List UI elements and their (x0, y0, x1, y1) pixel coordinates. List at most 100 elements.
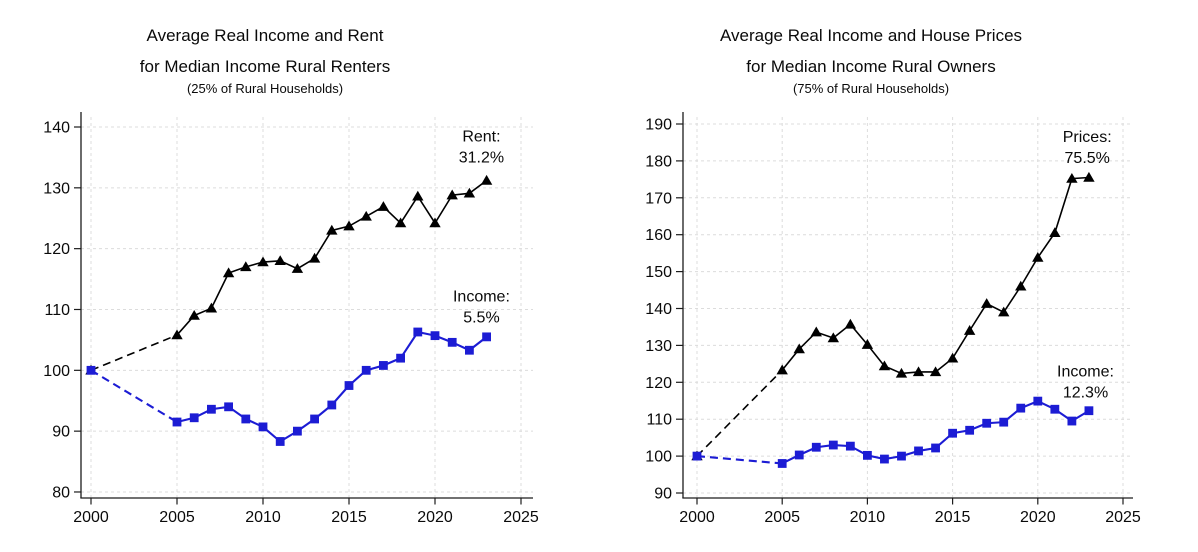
data-point-square (275, 437, 285, 446)
data-point-square (845, 441, 855, 451)
data-point-square (777, 459, 787, 468)
data-point-square (189, 413, 199, 423)
data-point-triangle (240, 261, 252, 272)
data-point-triangle (343, 220, 355, 231)
data-point-triangle (946, 352, 959, 363)
y-tick-label: 180 (645, 153, 672, 170)
x-tick-label: 2000 (679, 509, 715, 526)
data-point-triangle (257, 256, 269, 267)
data-point-square (86, 365, 96, 375)
data-point-triangle (1049, 227, 1061, 238)
data-point-triangle (1032, 251, 1044, 262)
data-point-square (863, 450, 872, 460)
data-point-triangle (463, 187, 476, 198)
data-point-triangle (912, 366, 925, 377)
data-point-square (999, 417, 1009, 427)
data-point-square (241, 414, 251, 424)
data-point-square (447, 337, 457, 347)
data-point-triangle (291, 263, 304, 273)
data-point-triangle (1083, 171, 1095, 182)
data-point-triangle (429, 217, 441, 228)
data-point-square (310, 414, 319, 424)
gridlines (81, 114, 533, 498)
data-point-triangle (394, 217, 407, 228)
y-tick-label: 100 (645, 449, 672, 466)
data-point-square (293, 426, 302, 436)
gridlines (683, 114, 1133, 498)
data-point-triangle (895, 367, 908, 378)
data-point-square (794, 450, 804, 460)
data-point-square (948, 428, 957, 438)
x-tick-label: 2005 (764, 509, 800, 526)
y-tick-label: 80 (52, 484, 70, 501)
line-chart-owners: 90 100 110 120 130 140 150 160 170 180 190 2000 2005… (645, 112, 1141, 526)
data-point-triangle (878, 360, 891, 371)
data-point-square (379, 361, 388, 370)
data-point-square (982, 418, 992, 428)
series-end-label: Rent: (462, 129, 500, 146)
data-point-triangle (412, 190, 424, 201)
data-point-triangle (205, 302, 218, 313)
data-point-square (344, 381, 354, 390)
series-prices: Prices: 75.5% (691, 129, 1112, 461)
series-end-label: 5.5% (463, 310, 499, 327)
data-point-square (1033, 396, 1043, 406)
data-point-square (396, 353, 405, 363)
data-point-square (1067, 416, 1077, 426)
data-point-square (828, 440, 838, 450)
x-tick-label: 2010 (245, 509, 281, 526)
y-tick-label: 140 (43, 120, 70, 137)
x-tick-label: 2015 (331, 509, 367, 526)
chart-subtitle: (75% of Rural Households) (792, 81, 950, 96)
y-tick-label: 90 (52, 424, 70, 441)
data-point-triangle (998, 306, 1010, 317)
data-point-triangle (1015, 280, 1027, 291)
chart-panel-owners: Average Real Income and House Prices for… (599, 0, 1198, 552)
axes: 80 90 100 110 120 130 140 2000 2005 2010 2015 2020 2… (43, 112, 539, 526)
data-point-square (465, 345, 474, 355)
data-point-square (327, 400, 337, 410)
chart-subtitle: (25% of Rural Households) (186, 81, 344, 96)
data-point-triangle (377, 201, 390, 211)
series-line (781, 176, 1089, 375)
x-tick-label: 2000 (73, 509, 109, 526)
series-line (176, 179, 488, 336)
gap-dashed-segment (696, 455, 783, 465)
data-point-triangle (1066, 173, 1078, 183)
y-tick-label: 160 (645, 227, 672, 244)
y-tick-label: 110 (44, 302, 70, 319)
y-tick-label: 130 (645, 338, 672, 355)
data-point-square (258, 422, 268, 432)
data-point-triangle (827, 332, 840, 343)
y-tick-label: 130 (43, 180, 70, 197)
data-point-square (361, 365, 371, 375)
y-tick-label: 140 (645, 301, 672, 318)
y-tick-label: 90 (654, 486, 672, 503)
series-income: Income: 5.5% (86, 289, 510, 446)
chart-title: Average Real Income and Rent (146, 26, 384, 45)
chart-title-line2: for Median Income Rural Owners (746, 57, 996, 76)
series-end-label: 75.5% (1065, 150, 1110, 167)
series-end-label: 31.2% (459, 150, 504, 167)
y-tick-label: 150 (645, 264, 672, 281)
data-point-square (1050, 404, 1060, 414)
data-point-triangle (861, 339, 874, 349)
y-tick-label: 190 (645, 117, 672, 134)
data-point-triangle (776, 364, 788, 375)
data-point-square (880, 454, 889, 464)
data-point-triangle (171, 329, 183, 340)
data-point-square (413, 327, 423, 337)
x-tick-label: 2005 (159, 509, 195, 526)
gap-dashed-segment (90, 334, 178, 372)
chart-title: Average Real Income and House Prices (719, 26, 1023, 45)
series-line (176, 330, 488, 443)
y-tick-label: 110 (646, 412, 672, 429)
data-point-triangle (446, 189, 458, 200)
y-tick-label: 120 (645, 375, 672, 392)
data-point-triangle (326, 224, 338, 235)
data-point-triangle (274, 255, 286, 266)
series-end-label: Prices: (1063, 129, 1112, 146)
y-tick-label: 100 (43, 363, 70, 380)
data-point-triangle (793, 343, 805, 354)
gap-dashed-segment (90, 369, 178, 423)
